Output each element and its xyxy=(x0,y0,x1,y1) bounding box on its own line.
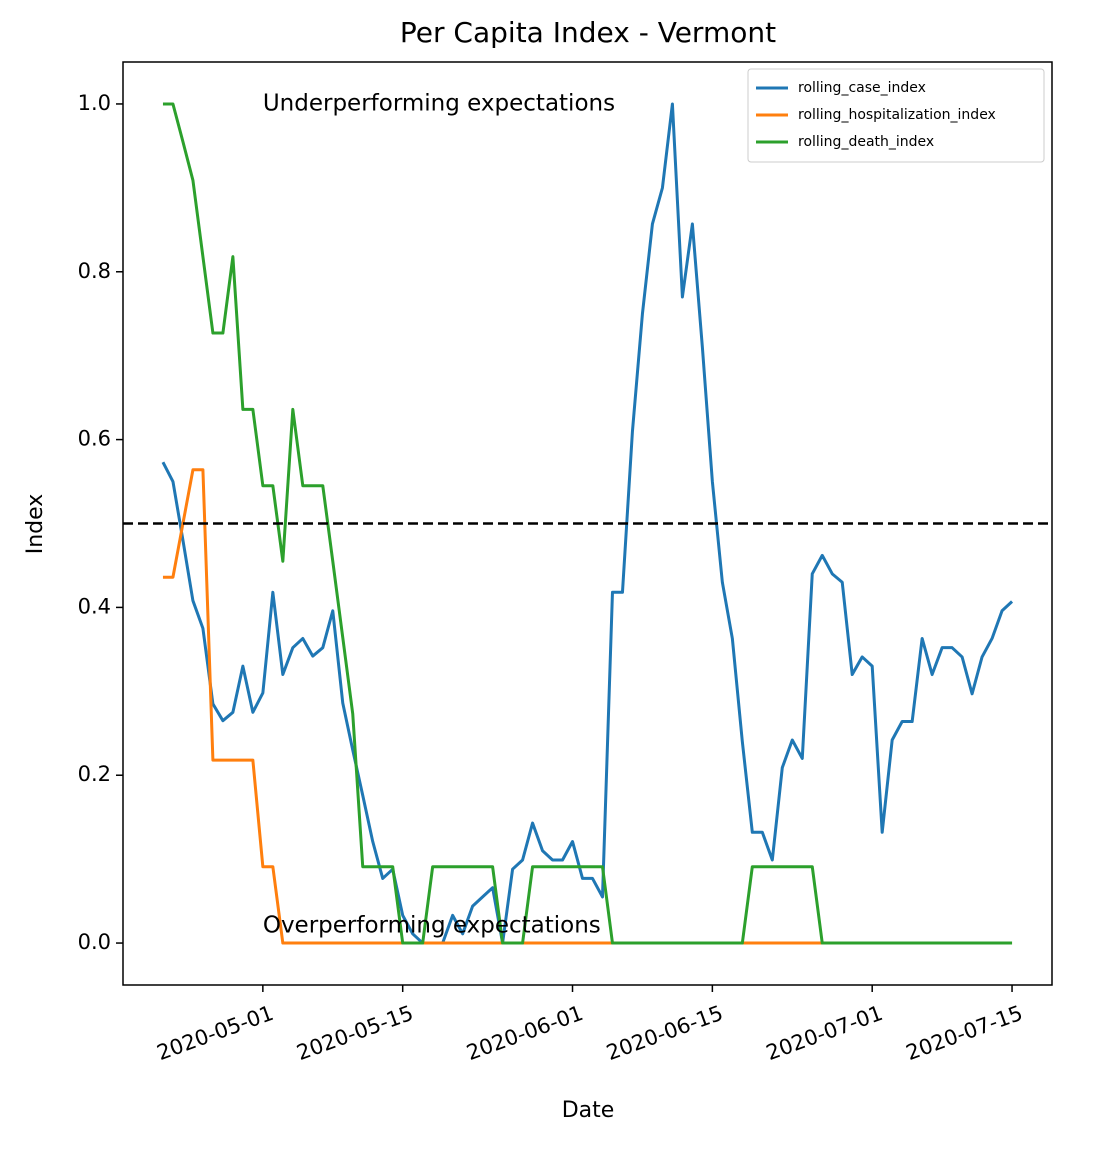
y-tick-label: 0.8 xyxy=(78,259,111,283)
x-tick-label: 2020-07-01 xyxy=(763,1001,886,1065)
x-tick-label: 2020-05-15 xyxy=(294,1001,417,1065)
data-line xyxy=(162,468,1013,945)
data-line xyxy=(162,102,1013,945)
x-tick-label: 2020-05-01 xyxy=(154,1001,277,1065)
y-tick-label: 1.0 xyxy=(78,91,111,115)
legend-label: rolling_hospitalization_index xyxy=(798,107,996,123)
chart-title: Per Capita Index - Vermont xyxy=(400,16,776,49)
legend: rolling_case_index rolling_hospitalizatio… xyxy=(747,68,1045,163)
legend-label: rolling_case_index xyxy=(798,80,926,96)
y-tick-label: 0.0 xyxy=(78,930,111,954)
y-tick-label: 0.4 xyxy=(78,594,111,618)
y-tick-label: 0.2 xyxy=(78,762,111,786)
plot-frame xyxy=(122,61,1053,986)
annotation: Overperforming expectations xyxy=(263,913,601,939)
annotation: Underperforming expectations xyxy=(263,90,615,116)
y-tick-label: 0.6 xyxy=(78,427,111,451)
y-axis-label: Index xyxy=(23,494,48,555)
legend-label: rolling_death_index xyxy=(798,134,934,150)
x-axis-label: Date xyxy=(562,1098,615,1123)
x-tick-label: 2020-06-15 xyxy=(603,1001,726,1065)
data-line xyxy=(161,102,1014,945)
x-tick-label: 2020-07-15 xyxy=(903,1001,1026,1065)
x-tick-label: 2020-06-01 xyxy=(463,1001,586,1065)
legend-box xyxy=(747,68,1045,163)
